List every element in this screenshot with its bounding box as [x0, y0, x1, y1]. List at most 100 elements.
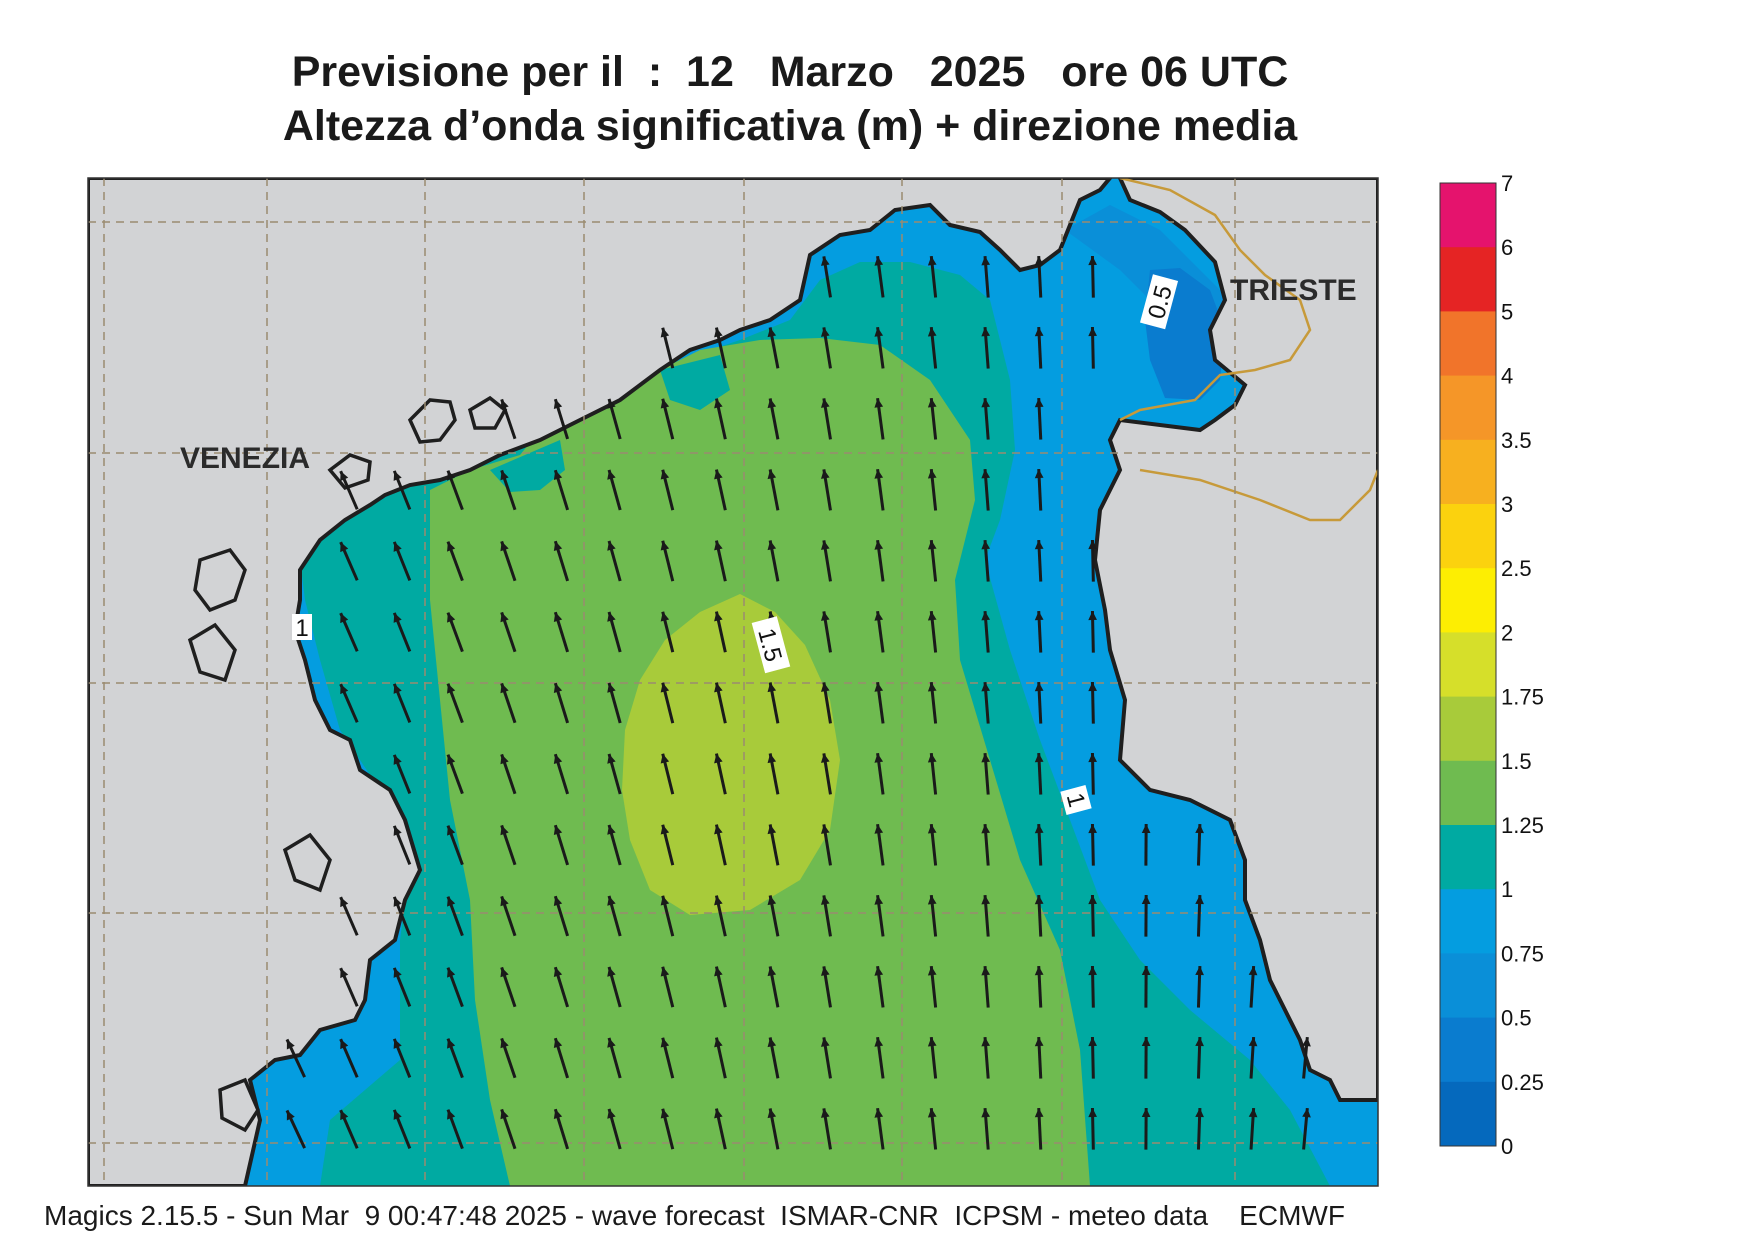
wave-direction-arrowhead: [1141, 966, 1151, 976]
wave-direction-arrowhead: [553, 1109, 563, 1120]
wave-direction-arrowhead: [447, 967, 456, 978]
wave-direction-arrowhead: [821, 611, 830, 621]
wave-direction-arrowhead: [821, 540, 830, 550]
colorbar-swatch: [1440, 632, 1496, 698]
wave-direction-arrowhead: [340, 613, 349, 624]
wave-direction-arrowhead: [607, 824, 616, 835]
colorbar-tick-label: 7: [1501, 171, 1513, 196]
city-label-trieste: TRIESTE: [1230, 274, 1357, 307]
wave-direction-arrowhead: [874, 966, 884, 976]
wave-direction-arrowhead: [607, 753, 616, 764]
colorbar-swatch: [1440, 504, 1496, 569]
colorbar-tick-label: 0: [1501, 1134, 1513, 1159]
wave-direction-arrowhead: [981, 611, 991, 621]
colorbar-swatch: [1440, 247, 1496, 312]
wave-direction-arrowhead: [553, 541, 563, 552]
venice-lagoon: [187, 395, 508, 1133]
wave-direction-arrowhead: [1034, 540, 1044, 550]
wave-direction-arrowhead: [927, 398, 937, 408]
wave-direction-arrowhead: [447, 1038, 456, 1049]
wave-direction-arrowhead: [927, 753, 937, 763]
colorbar-tick-label: 6: [1501, 235, 1513, 260]
wave-direction-arrowhead: [714, 398, 723, 409]
wave-direction-arrowhead: [553, 1038, 563, 1049]
map-subtitle: Altezza d’onda significativa (m) + direz…: [282, 102, 1298, 150]
wave-direction-arrowhead: [767, 966, 777, 977]
wave-direction-arrowhead: [607, 682, 616, 693]
wave-direction-arrowhead: [1088, 895, 1097, 905]
wave-direction-arrowhead: [1034, 753, 1044, 763]
wave-direction-arrowhead: [286, 1110, 295, 1121]
wave-direction-arrowhead: [1195, 824, 1204, 834]
wave-direction-arrowhead: [607, 1037, 616, 1048]
wave-direction-arrowhead: [821, 398, 830, 408]
wave-direction-arrowhead: [447, 683, 456, 694]
wave-direction-arrowhead: [660, 469, 670, 480]
wave-direction-arrowhead: [767, 753, 777, 764]
colorbar-swatch: [1440, 760, 1496, 826]
wave-direction-arrowhead: [981, 469, 991, 479]
wave-direction-arrowhead: [874, 256, 884, 266]
colorbar-swatch: [1440, 1081, 1496, 1147]
wave-direction-arrowhead: [553, 470, 563, 481]
wave-direction-arrowhead: [714, 824, 723, 835]
direction-arrows: [285, 255, 1311, 1150]
wave-direction-arrowhead: [340, 542, 349, 553]
wave-direction-arrowhead: [1088, 966, 1097, 976]
wave-direction-arrowhead: [981, 256, 991, 266]
wave-direction-arrowhead: [981, 966, 991, 976]
wave-direction-arrowhead: [874, 611, 884, 621]
sea-patch-1-1.25: [660, 355, 730, 410]
wave-direction-arrowhead: [1248, 1037, 1258, 1047]
wave-direction-arrowhead: [1141, 895, 1151, 905]
wave-direction-arrowhead: [1034, 1108, 1044, 1118]
wave-direction-arrowhead: [1302, 1037, 1311, 1047]
wave-direction-arrowhead: [660, 966, 670, 977]
wave-direction-arrowhead: [1034, 327, 1044, 337]
wave-direction-arrowhead: [340, 1039, 349, 1050]
wave-direction-arrowhead: [1141, 824, 1151, 834]
wave-direction-arrowhead: [500, 1038, 509, 1049]
wave-direction-arrowhead: [1141, 1037, 1151, 1047]
wave-direction-arrowhead: [1195, 1037, 1204, 1047]
wave-direction-arrowhead: [714, 682, 723, 693]
colorbar-tick-label: 0.5: [1501, 1006, 1532, 1031]
contour-label-1.5: 1.5: [751, 616, 791, 674]
wave-direction-arrowhead: [1034, 895, 1044, 905]
wave-direction-arrowhead: [714, 1108, 723, 1119]
wave-direction-arrowhead: [821, 824, 830, 834]
colorbar-swatch: [1440, 375, 1496, 441]
colorbar-swatch: [1440, 439, 1496, 505]
colorbar-swatch: [1440, 696, 1496, 762]
wave-direction-arrowhead: [927, 540, 937, 550]
colorbar-swatch: [1440, 311, 1496, 377]
wave-direction-arrowhead: [500, 399, 509, 410]
wave-direction-arrowhead: [447, 754, 456, 765]
wave-direction-arrowhead: [500, 967, 509, 978]
wave-direction-arrowhead: [1088, 682, 1097, 692]
colorbar-tick-label: 2: [1501, 620, 1513, 645]
colorbar-swatch: [1440, 825, 1496, 890]
colorbar: 7 6 5 4 3.5 3 2.5 2 1.75 1.5 1.25 1 0.75 0.5 0.25 0: [1439, 171, 1544, 1159]
wave-direction-arrowhead: [714, 611, 723, 622]
wave-direction-arrowhead: [821, 966, 830, 976]
contour-label-1-east: 1: [1060, 785, 1092, 815]
wave-direction-arrowhead: [767, 327, 777, 338]
wave-direction-arrowhead: [500, 754, 509, 765]
wave-direction-arrowhead: [1141, 1108, 1151, 1118]
wave-direction-arrowhead: [767, 682, 777, 693]
wave-direction-arrowhead: [821, 682, 830, 692]
wave-direction-arrowhead: [340, 471, 349, 482]
wave-direction-arrowhead: [660, 895, 670, 906]
wave-direction-arrowhead: [607, 398, 616, 409]
wave-direction-arrowhead: [447, 612, 456, 623]
land-east: [1092, 178, 1378, 1102]
city-label-venezia: VENEZIA: [180, 442, 310, 475]
wave-direction-arrowhead: [660, 1108, 670, 1119]
wave-direction-arrowhead: [874, 895, 884, 905]
wave-direction-arrowhead: [553, 612, 563, 623]
wave-direction-arrowhead: [1248, 1108, 1258, 1118]
wave-direction-arrowhead: [447, 470, 456, 481]
colorbar-tick-label: 1: [1501, 877, 1513, 902]
wave-direction-arrowhead: [500, 612, 509, 623]
